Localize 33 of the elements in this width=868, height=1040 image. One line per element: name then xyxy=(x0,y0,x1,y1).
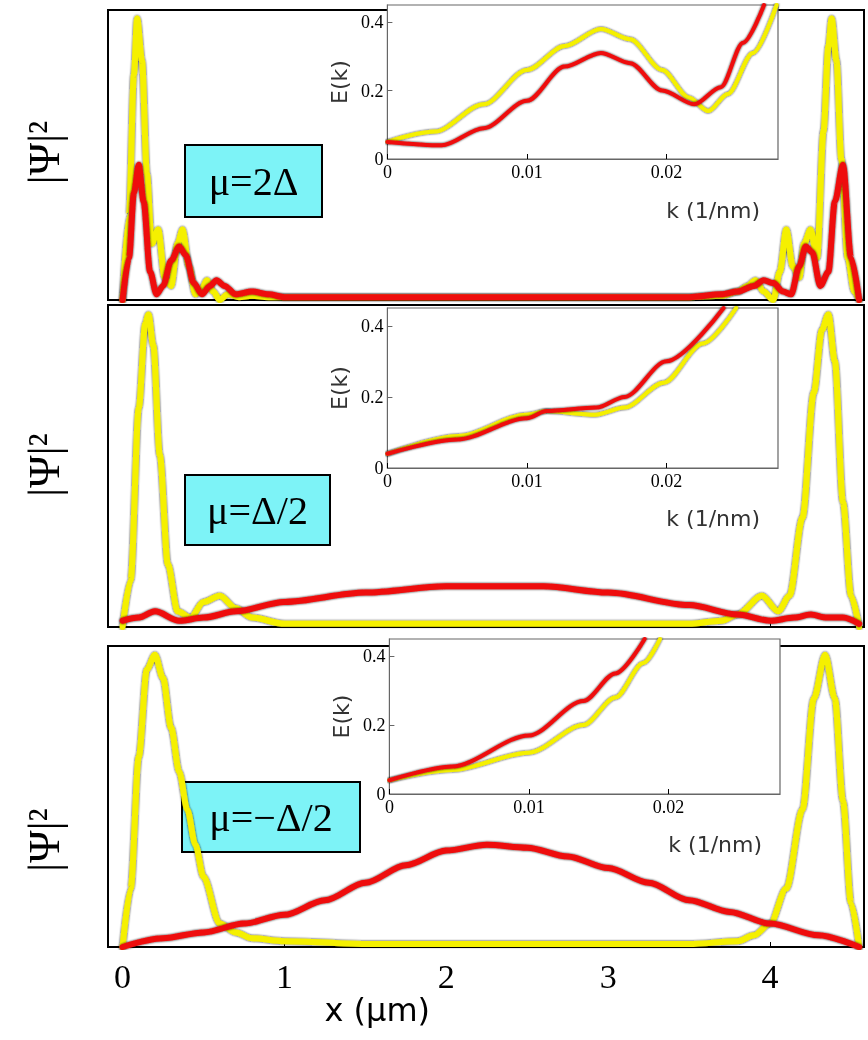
y-tick-label: 0.4 xyxy=(360,12,384,33)
x-axis-title: k (1/nm) xyxy=(668,831,762,857)
x-axis-title: k (1/nm) xyxy=(666,505,760,531)
y-axis-title: E(k) xyxy=(326,366,352,410)
y-tick-label: 0.4 xyxy=(362,646,386,667)
x-tick-label: 1 xyxy=(275,957,293,995)
x-tick-label: 0.01 xyxy=(513,797,545,817)
y-axis-title: |Ψ|² xyxy=(19,808,69,872)
y-tick-label: 0.2 xyxy=(362,715,386,736)
y-axis-title: |Ψ|² xyxy=(19,120,69,185)
x-tick-label: 0.02 xyxy=(650,471,683,491)
x-tick-label: 2 xyxy=(437,957,455,995)
annotation: μ=−Δ/2 xyxy=(209,794,333,840)
y-tick-label: 0 xyxy=(374,458,384,478)
y-axis-title: E(k) xyxy=(328,694,354,739)
x-tick-label: 4 xyxy=(761,957,779,995)
x-tick-label: 0.01 xyxy=(511,471,543,491)
x-tick-label: 0.01 xyxy=(511,162,543,182)
x-tick-label: 0 xyxy=(114,957,132,995)
x-tick-label: 0.02 xyxy=(652,797,685,817)
y-tick-label: 0 xyxy=(374,149,384,169)
x-tick-label: 3 xyxy=(599,957,617,995)
x-axis-title: x (μm) xyxy=(324,991,431,1029)
x-tick-label: 0.02 xyxy=(650,162,683,182)
y-tick-label: 0 xyxy=(376,784,386,804)
annotation: μ=2Δ xyxy=(208,158,299,204)
y-tick-label: 0.2 xyxy=(360,80,384,101)
annotation: μ=Δ/2 xyxy=(207,487,308,533)
y-tick-label: 0.4 xyxy=(360,315,384,336)
y-axis-title: E(k) xyxy=(326,60,352,104)
y-tick-label: 0.2 xyxy=(360,386,384,407)
y-axis-title: |Ψ|² xyxy=(19,433,69,497)
x-axis-title: k (1/nm) xyxy=(666,197,760,223)
